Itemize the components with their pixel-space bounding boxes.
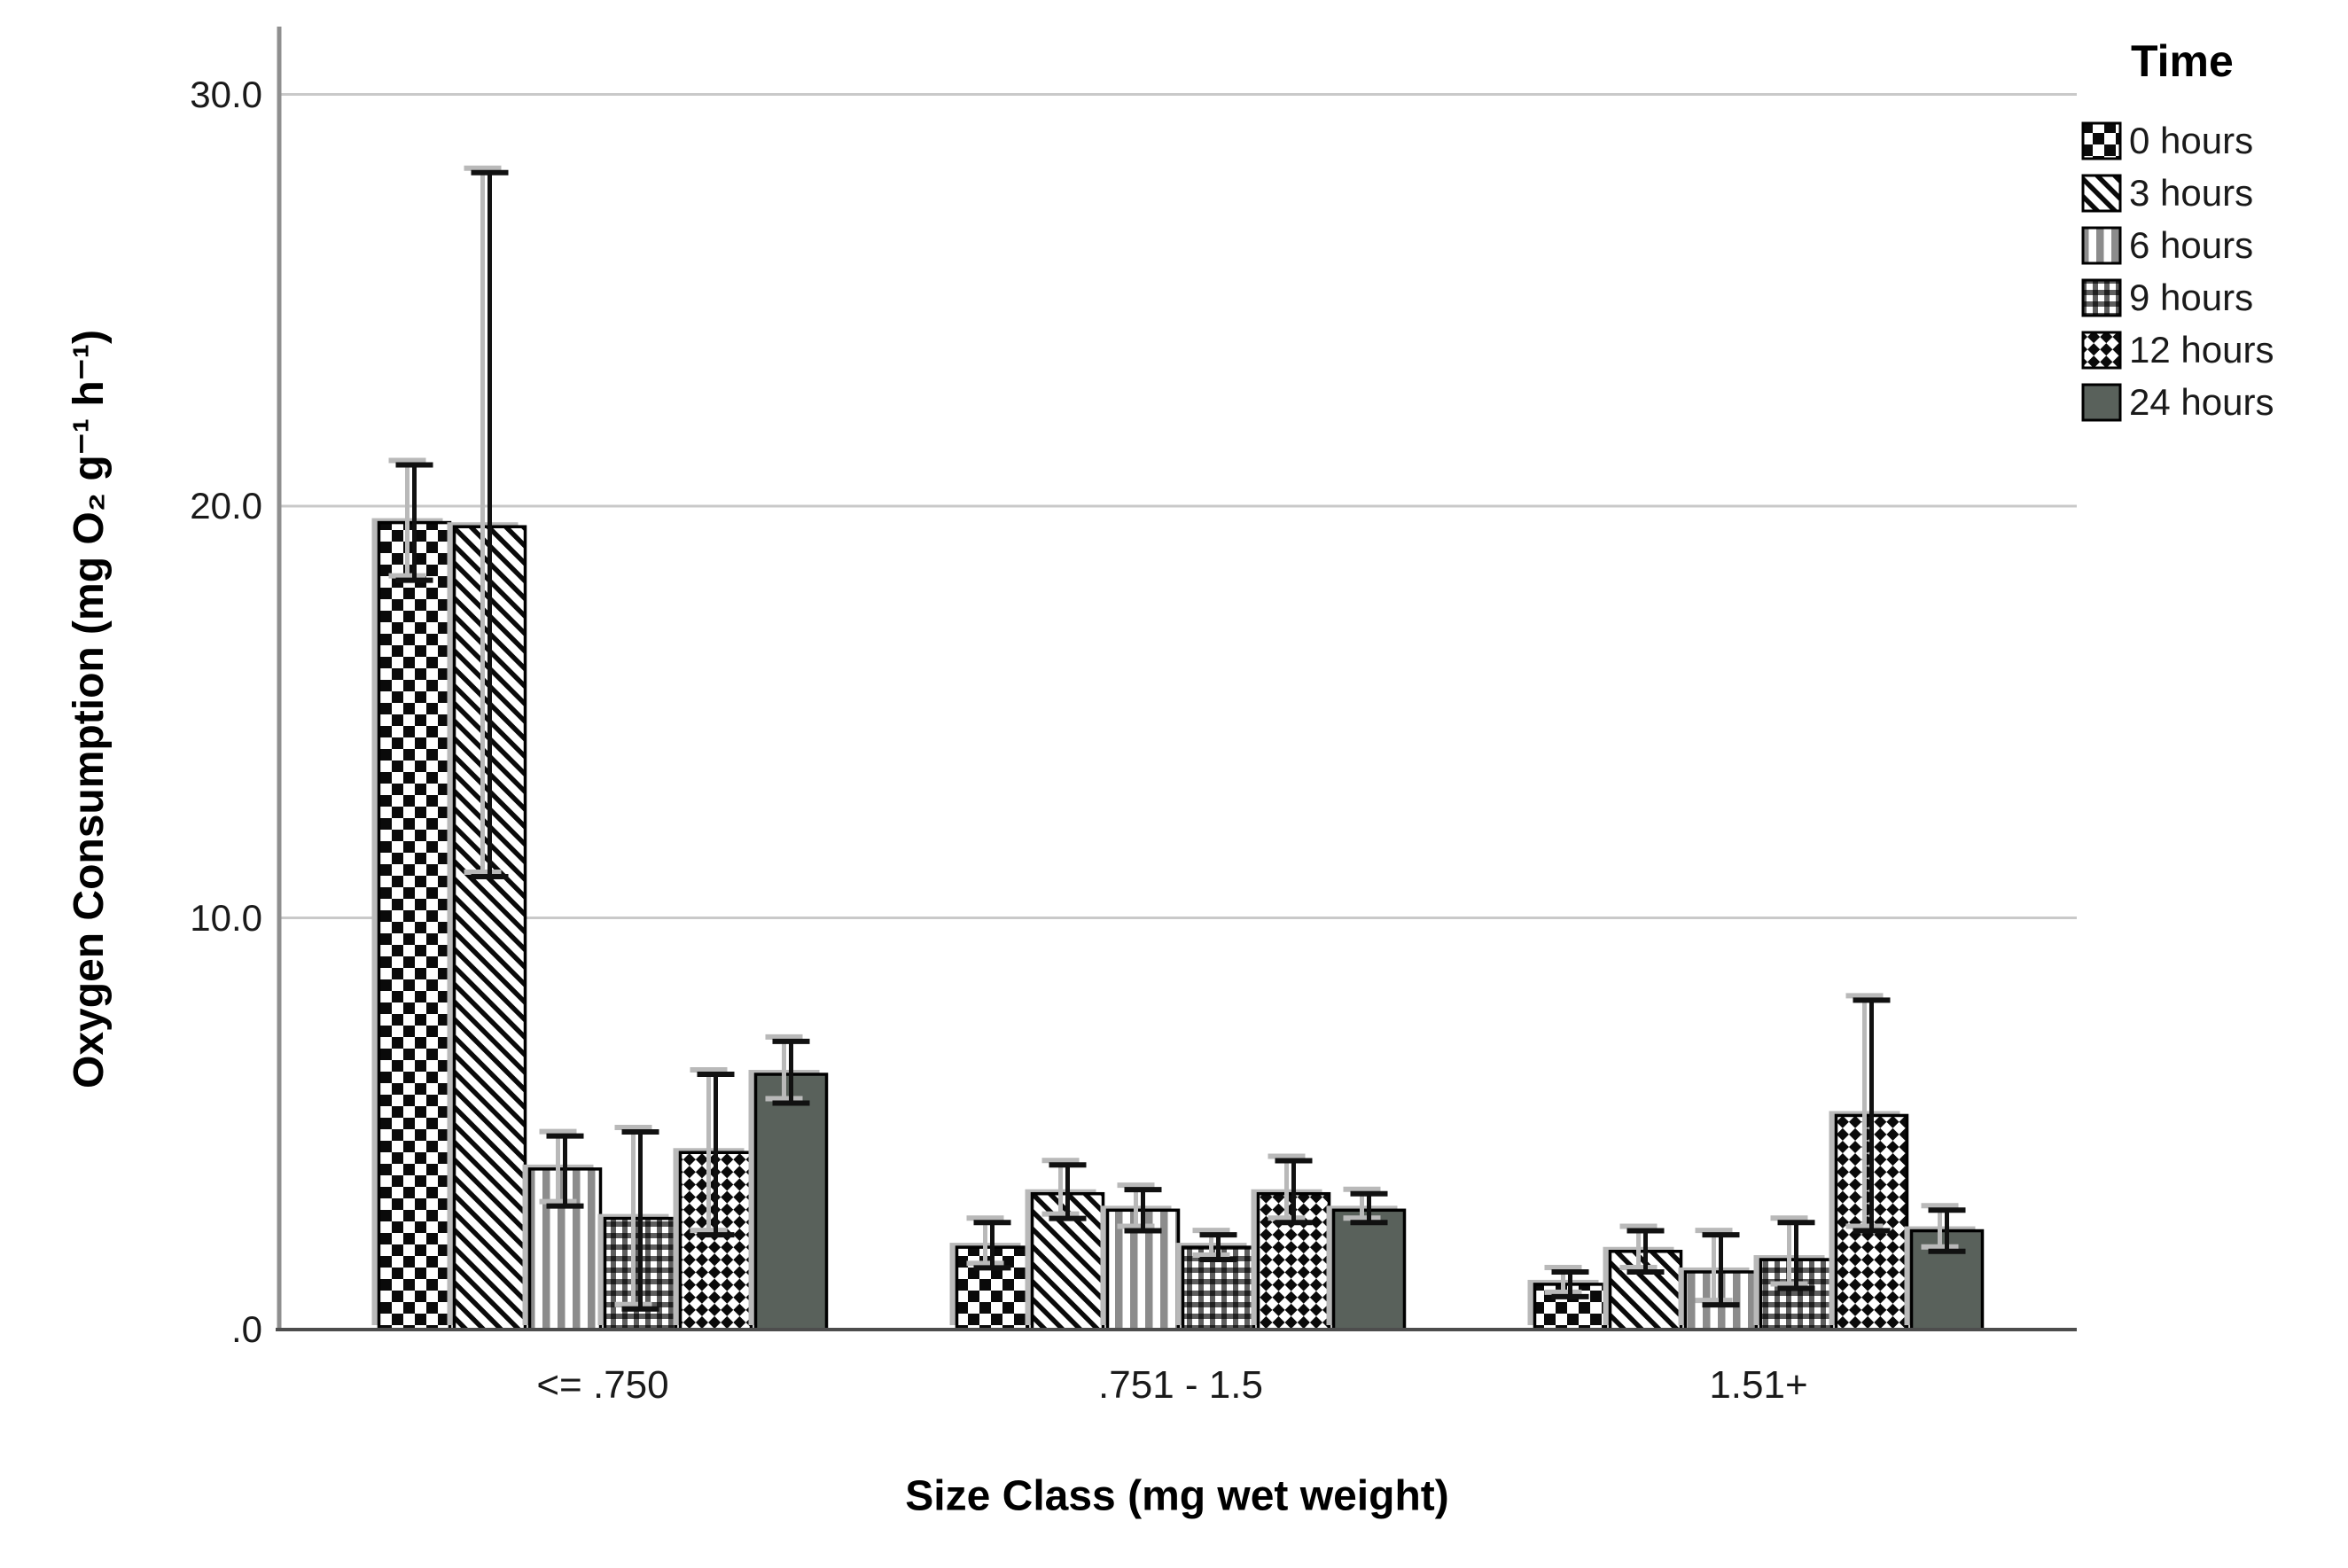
- x-tick-label-0: <= .750: [536, 1363, 669, 1407]
- legend-title: Time: [2131, 36, 2234, 86]
- x-axis-title: Size Class (mg wet weight): [905, 1472, 1449, 1520]
- legend-label: 3 hours: [2129, 172, 2254, 214]
- legend-label: 6 hours: [2129, 224, 2254, 266]
- legend-item-6-hours: 6 hours: [2081, 224, 2274, 266]
- bar-24-hours-0: [753, 1073, 829, 1331]
- legend-swatch-checkerboard-icon: [2081, 121, 2122, 160]
- legend-swatch-diagonal-stripes-icon: [2081, 174, 2122, 213]
- legend-swatch-rect: [2081, 278, 2122, 317]
- gridlines: [277, 93, 2077, 919]
- legend-swatch-rect: [2081, 331, 2122, 370]
- legend-swatch-solid-icon: [2081, 383, 2122, 422]
- bars: [371, 518, 1985, 1331]
- legend-swatch-vertical-stripes-icon: [2081, 226, 2122, 265]
- legend-label: 9 hours: [2129, 277, 2254, 318]
- bar-24-hours-1: [1331, 1208, 1407, 1331]
- axes: [276, 27, 2077, 1331]
- legend-swatch-rect: [2081, 121, 2122, 160]
- x-tick-label-1: .751 - 1.5: [1098, 1363, 1263, 1407]
- y-tick-label-30.0: 30.0: [190, 73, 262, 115]
- legend-swatch-rect: [2081, 174, 2122, 213]
- legend-label: 12 hours: [2129, 329, 2274, 371]
- legend-item-0-hours: 0 hours: [2081, 120, 2274, 161]
- legend-label: 24 hours: [2129, 381, 2274, 423]
- legend-swatch-rect: [2081, 383, 2122, 422]
- legend-item-24-hours: 24 hours: [2081, 381, 2274, 423]
- legend-item-3-hours: 3 hours: [2081, 172, 2274, 214]
- y-axis-title: Oxygen Consumption (mg O₂ g⁻¹ h⁻¹): [66, 330, 113, 1088]
- x-tick-label-2: 1.51+: [1709, 1363, 1808, 1407]
- y-tick-label-20.0: 20.0: [190, 485, 262, 527]
- legend-swatch-diamond-check-icon: [2081, 331, 2122, 370]
- y-tick-label-.0: .0: [230, 1308, 262, 1350]
- error-bars: [388, 165, 1966, 1312]
- bar-0-hours-0: [377, 520, 452, 1331]
- legend-swatch-grid-check-icon: [2081, 278, 2122, 317]
- legend-label: 0 hours: [2129, 120, 2254, 161]
- legend: Time 0 hours 3 hours 6 hours 9 hours 12 hour…: [2081, 35, 2274, 434]
- legend-items: 0 hours 3 hours 6 hours 9 hours 12 hours 24 h…: [2081, 120, 2274, 423]
- y-tick-label-10.0: 10.0: [190, 896, 262, 939]
- legend-item-12-hours: 12 hours: [2081, 329, 2274, 371]
- legend-item-9-hours: 9 hours: [2081, 277, 2274, 318]
- legend-swatch-rect: [2081, 226, 2122, 265]
